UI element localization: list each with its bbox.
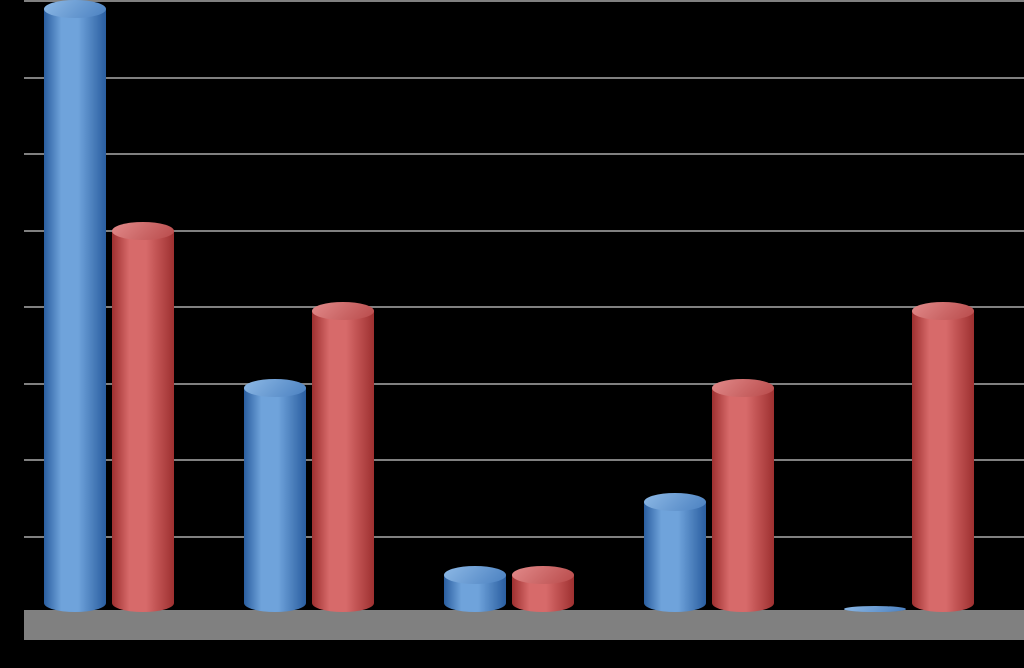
bar xyxy=(444,566,506,612)
gridline xyxy=(24,459,1024,461)
gridline xyxy=(24,230,1024,232)
gridline xyxy=(24,0,1024,2)
bar xyxy=(644,493,706,612)
bar xyxy=(44,0,106,612)
gridline xyxy=(24,153,1024,155)
bar xyxy=(844,606,906,612)
gridline xyxy=(24,77,1024,79)
plot-area xyxy=(24,0,1024,640)
bar xyxy=(712,379,774,612)
gridline xyxy=(24,536,1024,538)
chart-floor xyxy=(24,610,1024,640)
bar xyxy=(112,222,174,612)
bar xyxy=(312,302,374,612)
bar-chart xyxy=(0,0,1024,668)
bar xyxy=(512,566,574,612)
bar xyxy=(912,302,974,612)
gridline xyxy=(24,383,1024,385)
gridline xyxy=(24,306,1024,308)
bar xyxy=(244,379,306,612)
